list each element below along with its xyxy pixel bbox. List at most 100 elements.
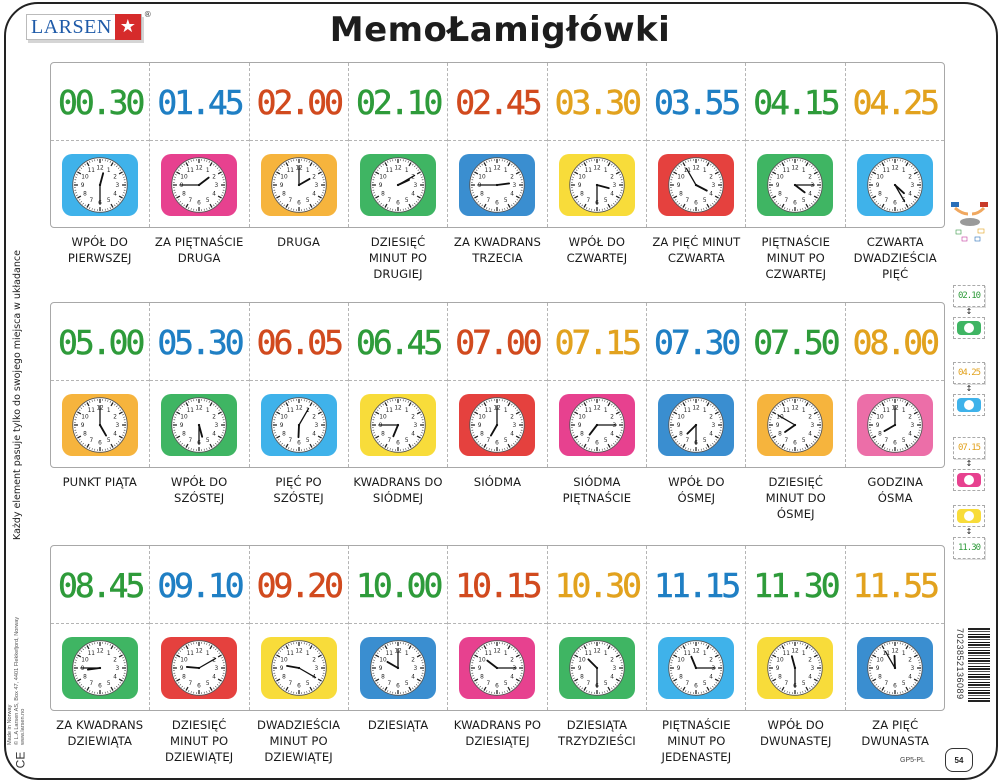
puzzle-card[interactable]: 02.10 1 2 3 4 5 6 7 8 9 10 11 12 — [348, 63, 449, 229]
digital-time-piece[interactable]: 03.55 — [646, 63, 746, 141]
digital-time-piece[interactable]: 11.30 — [746, 546, 845, 624]
puzzle-card[interactable]: 11.30123456789101112 — [746, 546, 846, 712]
label-line: SIÓDMA — [573, 475, 621, 489]
digital-time-piece[interactable]: 03.30 — [547, 63, 646, 141]
digital-time-piece[interactable]: 10.15 — [448, 546, 547, 624]
puzzle-card[interactable]: 02.00123456789101112 — [249, 63, 349, 229]
puzzle-card[interactable]: 07.00123456789101112 — [448, 303, 548, 469]
registered-mark: ® — [143, 10, 152, 19]
time-word-label: DZIESIĘĆ MINUT PO DRUGIEJ — [348, 234, 447, 282]
digital-time-piece[interactable]: 05.30 — [150, 303, 249, 381]
website-text: www.larsen.no — [20, 708, 26, 745]
puzzle-card[interactable]: 11.15 1 2 3 4 5 6 7 8 9 10 11 12 — [646, 546, 747, 712]
svg-text:12: 12 — [593, 649, 601, 655]
svg-text:4: 4 — [709, 432, 713, 438]
puzzle-card[interactable]: 05.30123456789101112 — [150, 303, 250, 469]
digital-time-piece[interactable]: 10.30 — [547, 546, 646, 624]
digital-time-piece[interactable]: 02.10 — [348, 63, 448, 141]
digital-time-piece[interactable]: 07.30 — [646, 303, 746, 381]
digital-time-piece[interactable]: 06.45 — [348, 303, 448, 381]
digital-time-piece[interactable]: 05.00 — [51, 303, 150, 381]
digital-time-piece[interactable]: 07.00 — [448, 303, 547, 381]
puzzle-card[interactable]: 06.05123456789101112 — [249, 303, 349, 469]
puzzle-card[interactable]: 03.30123456789101112 — [547, 63, 647, 229]
digital-time-piece[interactable]: 01.45 — [150, 63, 249, 141]
svg-text:6: 6 — [198, 200, 202, 206]
digital-time-piece[interactable]: 04.15 — [746, 63, 845, 141]
digital-time-piece[interactable]: 07.15 — [547, 303, 646, 381]
time-word-label: DZIESIĘĆ MINUT DO ÓSMEJ — [746, 474, 845, 522]
digital-time-piece[interactable]: 11.15 — [646, 546, 746, 624]
digital-time-piece[interactable]: 09.10 — [150, 546, 249, 624]
label-line: DWUNASTEJ — [759, 734, 832, 748]
digital-time-piece[interactable]: 09.20 — [249, 546, 348, 624]
puzzle-card[interactable]: 08.00123456789101112 — [845, 303, 944, 469]
puzzle-card[interactable]: 05.00123456789101112 — [51, 303, 151, 469]
svg-text:3: 3 — [414, 423, 418, 429]
label-row: PUNKT PIĄTA WPÓŁ DO SZÓSTEJ PIĘĆ PO SZÓSTEJ K… — [50, 474, 945, 522]
puzzle-card[interactable]: 09.20 1 2 3 4 5 6 7 8 9 10 11 12 — [249, 546, 349, 712]
puzzle-card[interactable]: 01.45 1 2 3 4 5 6 7 8 9 10 11 12 — [150, 63, 250, 229]
puzzle-card[interactable]: 04.15 1 2 3 4 5 6 7 8 9 10 11 12 — [746, 63, 846, 229]
puzzle-card[interactable]: 10.15 1 2 3 4 5 6 7 8 9 10 11 12 — [448, 546, 548, 712]
puzzle-card[interactable]: 02.45 1 2 3 4 5 6 7 8 9 10 11 12 — [448, 63, 548, 229]
puzzle-card[interactable]: 07.15 1 2 3 4 5 6 7 8 9 10 11 12 — [547, 303, 647, 469]
svg-text:1: 1 — [206, 168, 210, 174]
puzzle-card[interactable]: 07.30123456789101112 — [646, 303, 747, 469]
digital-time-piece[interactable]: 07.50 — [746, 303, 845, 381]
puzzle-card[interactable]: 07.50 1 2 3 4 5 6 7 8 9 10 11 12 — [746, 303, 846, 469]
digital-time-piece[interactable]: 08.00 — [845, 303, 944, 381]
puzzle-card[interactable]: 03.55123456789101112 — [646, 63, 747, 229]
puzzle-card[interactable]: 11.55123456789101112 — [845, 546, 944, 712]
puzzle-card[interactable]: 00.30123456789101112 — [51, 63, 151, 229]
svg-text:8: 8 — [381, 192, 385, 198]
svg-text:12: 12 — [692, 406, 700, 412]
puzzle-card[interactable]: 08.45 1 2 3 4 5 6 7 8 9 10 11 12 — [51, 546, 151, 712]
digital-time-piece[interactable]: 11.55 — [845, 546, 944, 624]
digital-time-piece[interactable]: 06.05 — [249, 303, 348, 381]
digital-time-piece[interactable]: 10.00 — [348, 546, 448, 624]
puzzle-card[interactable]: 10.30123456789101112 — [547, 546, 647, 712]
digital-time-piece[interactable]: 02.00 — [249, 63, 348, 141]
digital-time-piece[interactable]: 04.25 — [845, 63, 944, 141]
label-line: PIERWSZEJ — [67, 251, 132, 265]
digital-time-piece[interactable]: 08.45 — [51, 546, 150, 624]
larsen-logo: LARSEN ★ ® — [26, 10, 152, 40]
svg-text:10: 10 — [677, 657, 685, 663]
digital-time-piece[interactable]: 00.30 — [51, 63, 150, 141]
digital-time-piece[interactable]: 02.45 — [448, 63, 547, 141]
puzzle-card[interactable]: 10.00123456789101112 — [348, 546, 449, 712]
svg-text:11: 11 — [88, 408, 96, 414]
puzzle-card[interactable]: 09.10 1 2 3 4 5 6 7 8 9 10 11 12 — [150, 546, 250, 712]
puzzle-card[interactable]: 04.25123456789101112 — [845, 63, 944, 229]
puzzle-card[interactable]: 06.45 1 2 3 4 5 6 7 8 9 10 11 12 — [348, 303, 449, 469]
